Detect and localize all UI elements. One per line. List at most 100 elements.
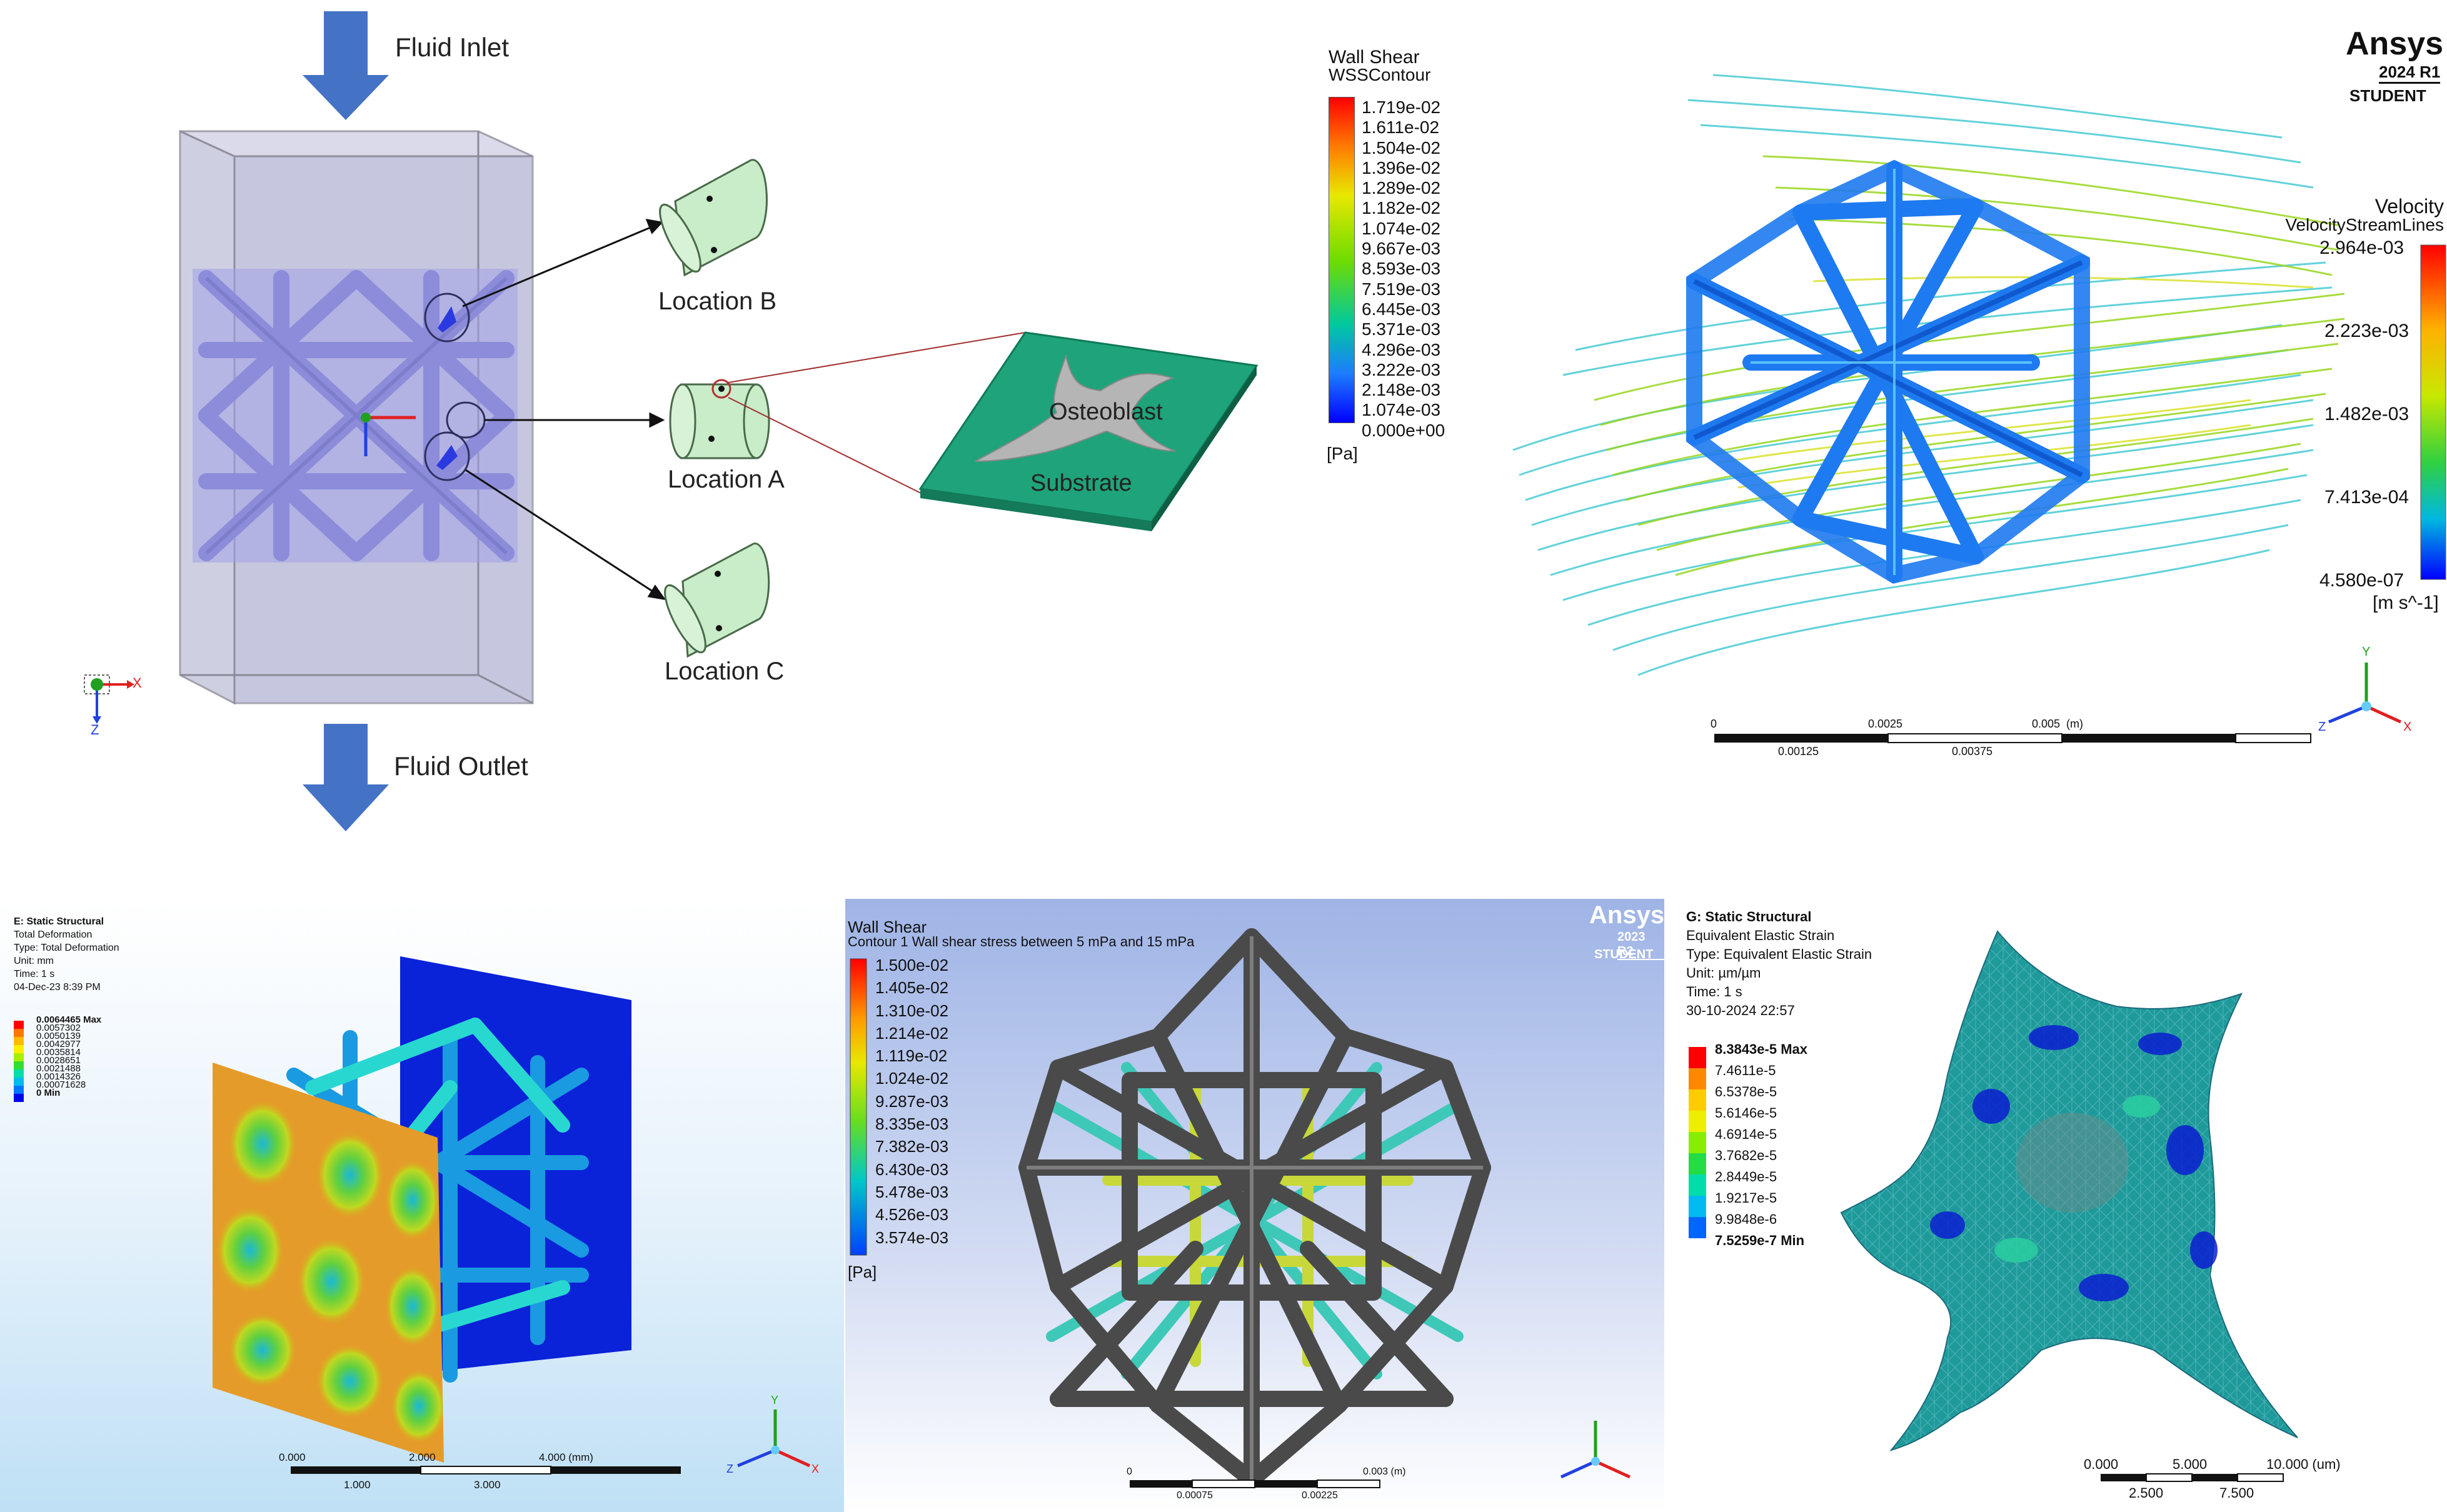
- location-a-label: Location A: [668, 466, 785, 493]
- deformation-info-line: 04-Dec-23 8:39 PM: [14, 982, 101, 993]
- scale-label: 3.000: [474, 1479, 501, 1491]
- strain-info-title: G: Static Structural: [1686, 909, 1812, 924]
- wss-value: 3.222e-03: [1362, 359, 1441, 379]
- wss-legend: Wall Shear WSSContour 1.719e-02 1.611e-0…: [1319, 44, 1507, 475]
- scale-label: 0: [1711, 718, 1717, 730]
- ansys-version-2024: 2024 R1: [2379, 63, 2441, 84]
- strain-info-line: Unit: µm/µm: [1686, 965, 1761, 981]
- deformation-panel: E: Static Structural Total Deformation T…: [0, 900, 844, 1512]
- schematic-panel: Fluid Inlet Fluid Outlet Location B Loca…: [0, 0, 1288, 850]
- velocity-value: 1.482e-03: [2324, 404, 2409, 424]
- streamline-scale-bar: [1714, 733, 2311, 743]
- strain-drawing: [1689, 930, 2298, 1482]
- wss-value: 9.667e-03: [1362, 239, 1441, 259]
- scale-label: 4.000 (mm): [539, 1451, 593, 1463]
- deformation-info-line: Type: Total Deformation: [14, 943, 119, 953]
- zoom-lines: [728, 332, 1026, 494]
- scale-label: 0.0025: [1868, 718, 1903, 730]
- wss2-value: 6.430e-03: [875, 1159, 949, 1179]
- scale-label: 2.500: [2129, 1485, 2164, 1501]
- schematic-axis-triad: [84, 674, 134, 724]
- strain-legend-value: 1.9217e-5: [1715, 1190, 1777, 1206]
- deformation-legend-min: 0 Min: [36, 1088, 61, 1098]
- scale-label: 2.000: [409, 1451, 436, 1463]
- scale-label: 0.003 (m): [1363, 1466, 1406, 1477]
- deformation-legend-max: 0.0064465 Max: [36, 1014, 102, 1025]
- strain-info-line: 30-10-2024 22:57: [1686, 1003, 1795, 1018]
- strain-legend-value: 2.8449e-5: [1715, 1169, 1777, 1184]
- deformation-scale-bar: [291, 1466, 681, 1474]
- deformation-legend-value: 0.0050139: [36, 1031, 81, 1041]
- location-b-label: Location B: [658, 288, 777, 315]
- deformation-info-line: Unit: mm: [14, 956, 54, 966]
- wss2-value: 5.478e-03: [875, 1182, 949, 1201]
- schematic-drawing: [84, 11, 1259, 831]
- ansys-edition-2023: STUDENT: [1594, 948, 1654, 961]
- deformation-colorbar: [14, 1021, 24, 1102]
- scale-label: 0.00075: [1177, 1490, 1213, 1501]
- wss2-value: 1.310e-02: [875, 1001, 949, 1020]
- deformation-legend-value: 0.0035814: [36, 1047, 81, 1058]
- scale-label: 0.00375: [1952, 745, 1993, 758]
- ansys-logo-2024: Ansys: [2346, 26, 2444, 62]
- velocity-value: 7.413e-04: [2324, 487, 2409, 508]
- deformation-info-line: Total Deformation: [14, 929, 93, 940]
- osteoblast-cell: [975, 354, 1176, 462]
- wss2-axis-triad: [1560, 1421, 1631, 1479]
- wss2-value: 1.405e-02: [875, 978, 949, 998]
- scale-label: 0.000: [279, 1451, 306, 1463]
- velocity-value: 4.580e-07: [2319, 570, 2404, 591]
- schematic-axis-z-label: Z: [91, 722, 99, 738]
- streamline-drawing: [1512, 74, 2446, 743]
- wss2-drawing: [850, 928, 1631, 1488]
- deformation-legend-values: 0.0064465 Max 0.0057302 0.0050139 0.0042…: [36, 1014, 102, 1098]
- streamline-axis-x: X: [2403, 720, 2412, 734]
- wss2-unit: [Pa]: [848, 1263, 877, 1281]
- deformation-legend-value: 0.0057302: [36, 1023, 81, 1033]
- wss-value: 5.371e-03: [1362, 319, 1441, 339]
- fluid-outlet-label: Fluid Outlet: [394, 751, 528, 781]
- wss-value: 6.445e-03: [1362, 299, 1441, 319]
- wss2-value: 1.214e-02: [875, 1023, 949, 1043]
- wss-colorbar: [1329, 97, 1355, 423]
- wss-value: 8.593e-03: [1362, 259, 1441, 279]
- inlet-arrow-icon: [303, 11, 389, 120]
- deformation-info-title: E: Static Structural: [14, 916, 104, 927]
- velocity-legend-title2: VelocityStreamLines: [2285, 215, 2444, 234]
- strain-legend-max: 8.3843e-5 Max: [1715, 1041, 1807, 1057]
- velocity-legend-title1: Velocity: [2374, 195, 2444, 218]
- wss-value: 1.396e-02: [1362, 158, 1441, 178]
- scale-label: 1.000: [344, 1479, 371, 1491]
- schematic-axis-x-label: X: [133, 675, 142, 691]
- wss-legend-title1: Wall Shear: [1329, 47, 1420, 68]
- strain-legend-value: 4.6914e-5: [1715, 1126, 1777, 1142]
- wss-value: 1.719e-02: [1362, 98, 1441, 117]
- streamline-axis-triad: [2328, 663, 2402, 724]
- streamline-scaffold: [1686, 159, 2090, 584]
- substrate-plate: [918, 331, 1259, 531]
- strain-legend-value: 9.9848e-6: [1715, 1211, 1777, 1227]
- strain-legend-min: 7.5259e-7 Min: [1715, 1233, 1805, 1248]
- wss2-value: 8.335e-03: [875, 1114, 949, 1134]
- deformation-legend-value: 0.0042977: [36, 1039, 81, 1049]
- strain-legend-values: 8.3843e-5 Max 7.4611e-5 6.5378e-5 5.6146…: [1715, 1039, 1807, 1251]
- wss-value: 1.289e-02: [1362, 178, 1441, 198]
- wss2-value: 9.287e-03: [875, 1091, 949, 1111]
- deformation-axis-triad: [737, 1409, 811, 1468]
- wss2-legend-values: 1.500e-02 1.405e-02 1.310e-02 1.214e-02 …: [875, 954, 948, 1249]
- scale-label: 0.00125: [1778, 745, 1819, 758]
- wss-value: 7.519e-03: [1362, 279, 1441, 299]
- velocity-value: 2.964e-03: [2319, 238, 2404, 258]
- deformation-legend-value: 0.0014326: [36, 1071, 81, 1082]
- scale-label: (m): [2066, 718, 2083, 730]
- streamline-axis-y: Y: [2362, 645, 2371, 659]
- velocity-legend-unit: [m s^-1]: [2373, 593, 2439, 613]
- wss-value: 0.000e+00: [1362, 420, 1445, 440]
- wss-value: 1.504e-02: [1362, 138, 1441, 158]
- deformation-legend-value: 0.00071628: [36, 1079, 86, 1090]
- wss2-scale-bar: [1130, 1479, 1380, 1488]
- velocity-value: 2.223e-03: [2324, 321, 2409, 341]
- deformation-info: E: Static Structural Total Deformation T…: [14, 915, 119, 994]
- location-c-cylinder: [664, 543, 770, 658]
- wss2-value: 1.024e-02: [875, 1069, 949, 1088]
